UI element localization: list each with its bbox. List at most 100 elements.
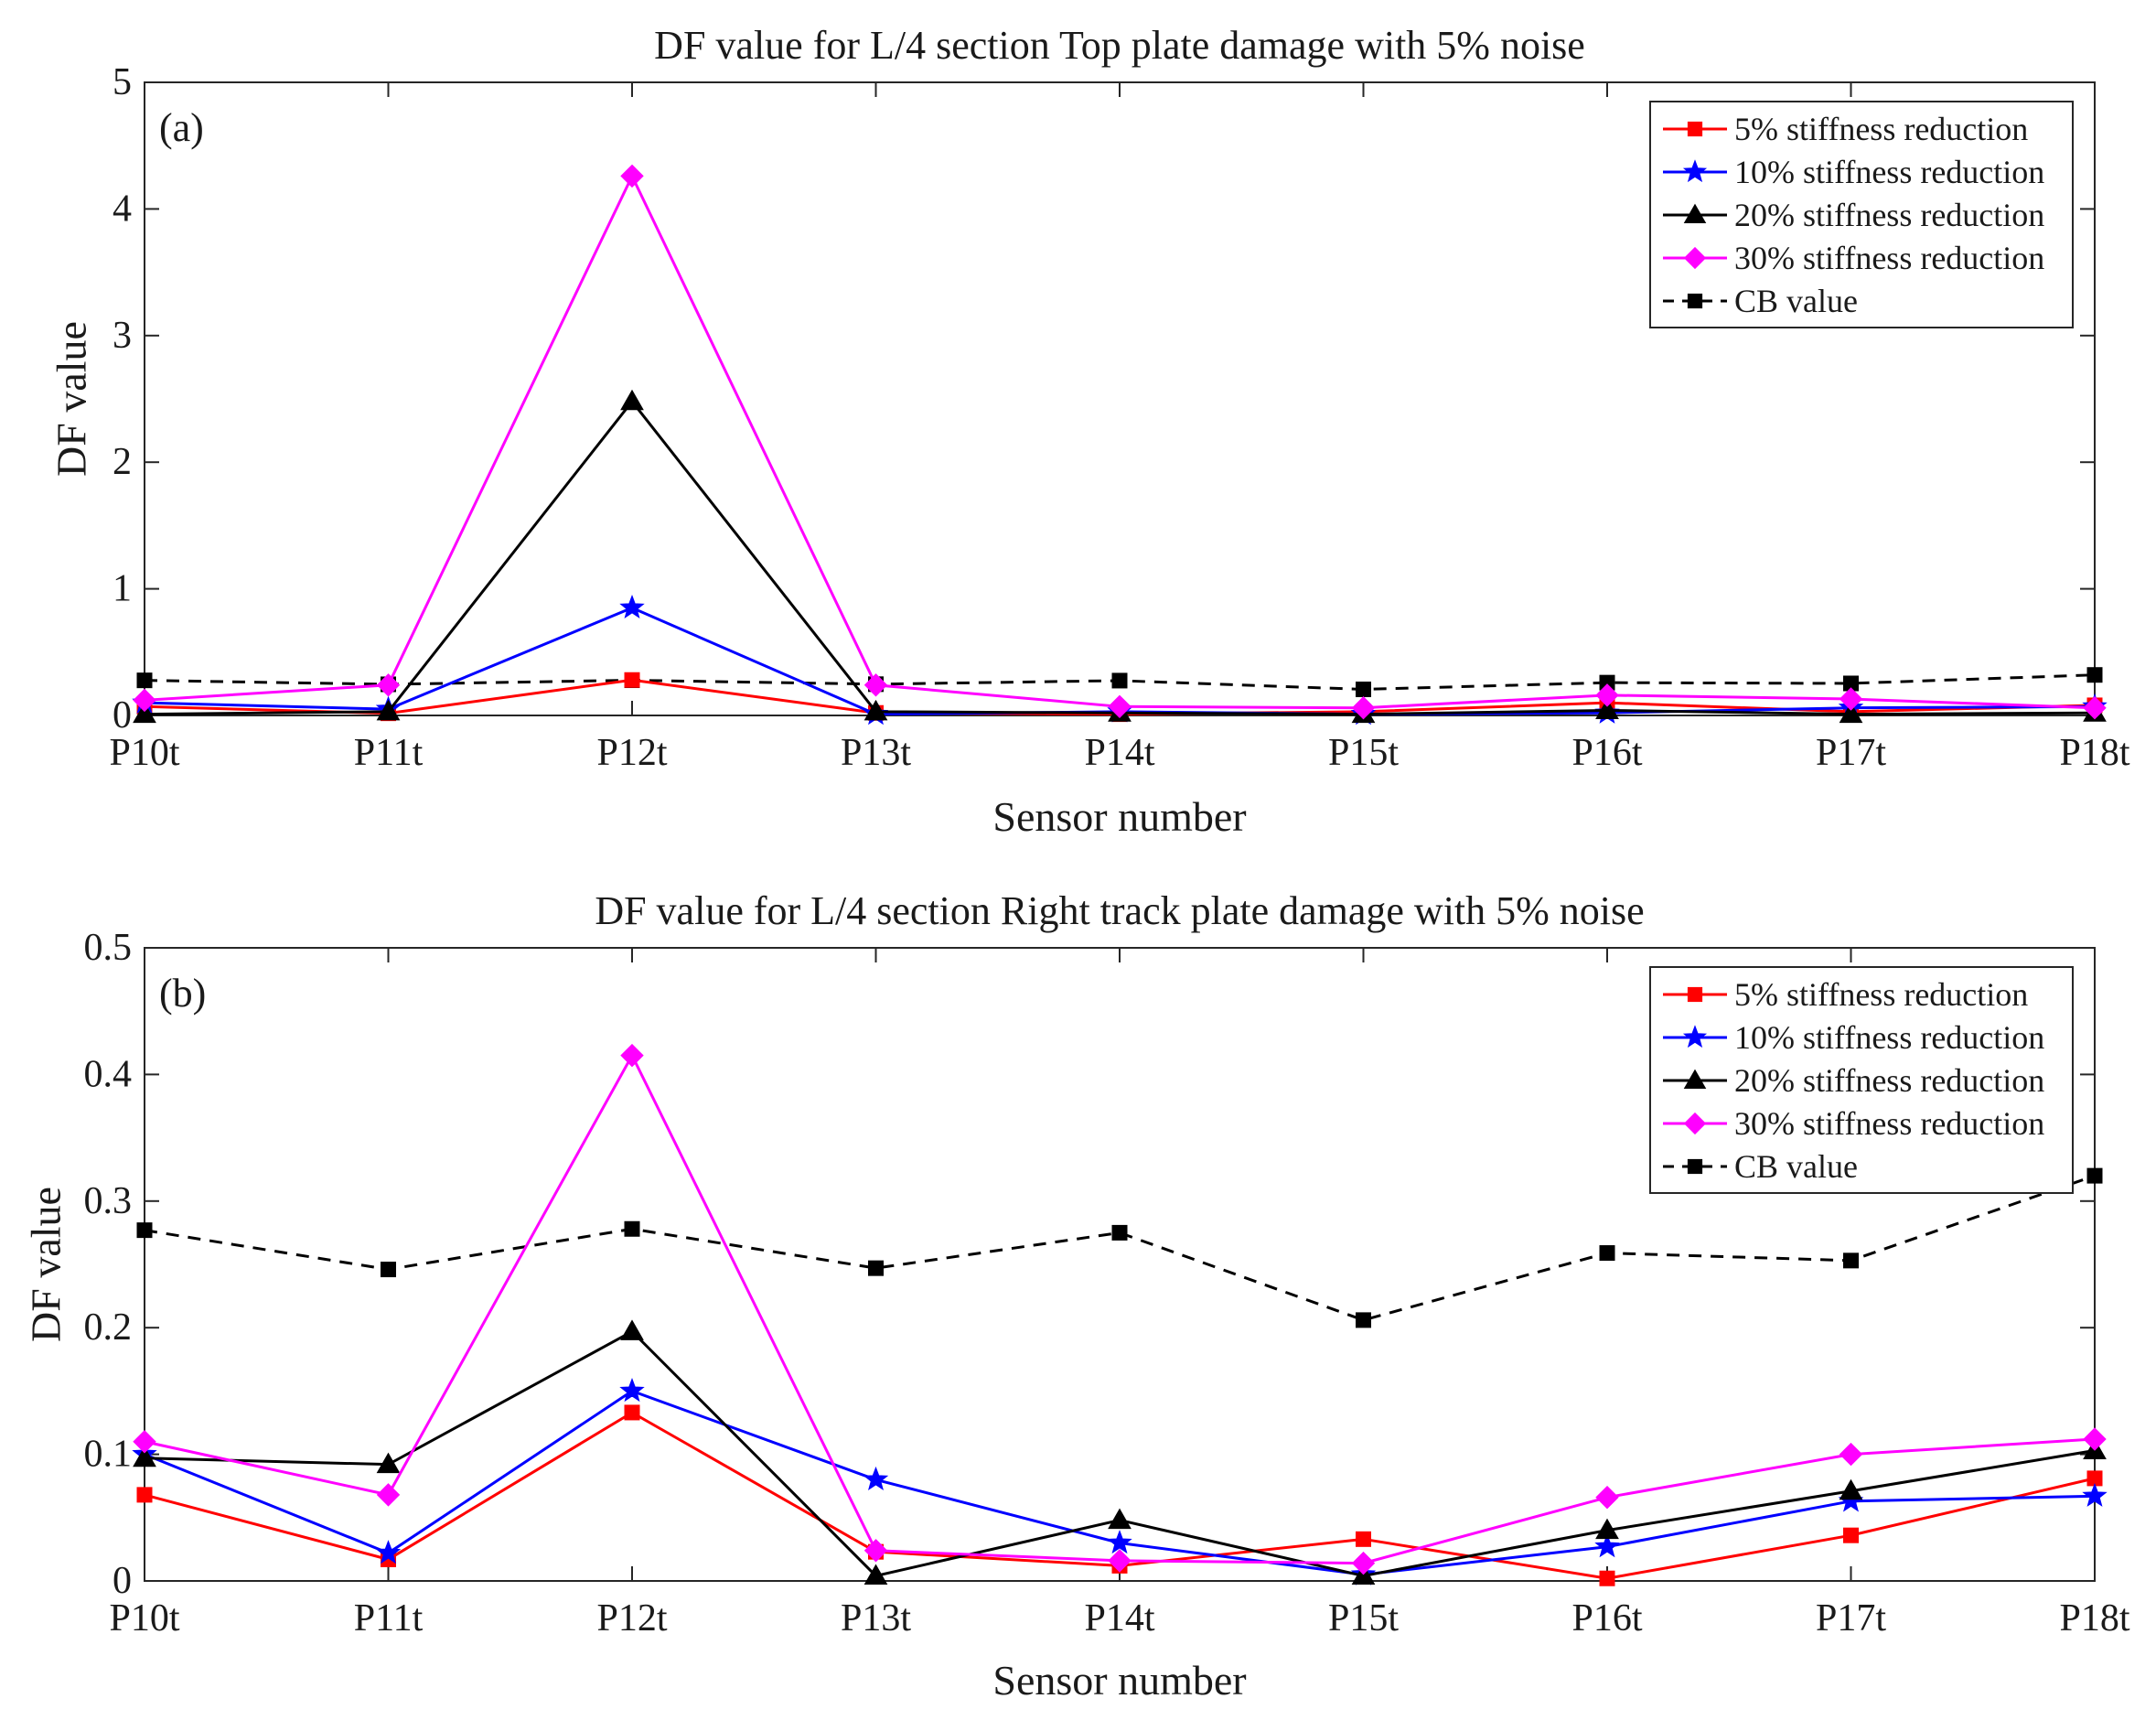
data-point [1594, 1533, 1620, 1558]
legend-item: 30% stiffness reduction [1663, 1105, 2044, 1142]
data-point [1839, 702, 1863, 724]
data-point [1599, 1570, 1615, 1586]
data-point [376, 673, 401, 697]
data-point [2082, 1482, 2108, 1507]
legend-item: 5% stiffness reduction [1663, 976, 2028, 1013]
x-tick-label: P18t [2059, 732, 2129, 774]
legend-item: 20% stiffness reduction [1663, 1062, 2044, 1099]
data-point [1108, 1549, 1132, 1573]
x-axis-label: Sensor number [992, 793, 1246, 840]
x-tick-label: P13t [841, 1597, 911, 1639]
legend: 5% stiffness reduction 10% stiffness redu… [1649, 101, 2074, 328]
legend-label: 10% stiffness reduction [1734, 154, 2044, 190]
series-cb-value [136, 1167, 2103, 1328]
data-point [2086, 667, 2103, 683]
data-point [133, 1446, 156, 1467]
data-point [2086, 1167, 2103, 1184]
data-point [1356, 681, 1371, 697]
legend-item: 30% stiffness reduction [1663, 240, 2044, 276]
legend-item: 10% stiffness reduction [1663, 154, 2044, 190]
data-point [1595, 1518, 1619, 1540]
panel-label: (a) [159, 105, 204, 150]
y-axis-label: DF value [23, 1187, 70, 1342]
legend-label: 5% stiffness reduction [1734, 976, 2028, 1013]
data-point [1111, 672, 1128, 689]
y-tick-label: 2 [113, 441, 132, 483]
y-tick-label: 4 [113, 188, 132, 230]
chart-title: DF value for L/4 section Top plate damag… [654, 23, 1585, 68]
data-point [1839, 1442, 1863, 1467]
x-tick-label: P11t [354, 732, 424, 774]
legend-label: 30% stiffness reduction [1734, 240, 2044, 276]
legend-label: CB value [1734, 283, 1858, 319]
y-tick-label: 0.1 [84, 1434, 133, 1476]
legend-label: 20% stiffness reduction [1734, 1062, 2044, 1099]
data-point [1356, 1531, 1371, 1547]
data-point [2083, 695, 2107, 720]
legend-label: 30% stiffness reduction [1734, 1105, 2044, 1142]
series-30-stiffness-reduction [133, 164, 2107, 720]
data-point [136, 672, 153, 689]
data-point [868, 1260, 884, 1276]
legend: 5% stiffness reduction 10% stiffness redu… [1649, 966, 2074, 1194]
data-point [624, 1404, 640, 1421]
y-tick-label: 0.2 [84, 1306, 133, 1349]
data-point [863, 699, 888, 721]
y-tick-label: 0.3 [84, 1180, 133, 1222]
data-point [376, 1483, 401, 1507]
y-tick-label: 0 [113, 1560, 132, 1602]
legend-item: CB value [1663, 283, 1858, 319]
data-point [1595, 1485, 1619, 1510]
data-point [863, 673, 888, 697]
data-point [1683, 203, 1707, 224]
data-point [1595, 683, 1619, 707]
data-point [1351, 1551, 1376, 1575]
data-point [2083, 1427, 2107, 1451]
data-point [133, 1430, 156, 1454]
data-point [376, 699, 401, 721]
data-point [620, 1043, 644, 1068]
data-point [624, 1220, 640, 1237]
y-tick-label: 0 [113, 694, 132, 736]
series-line [144, 399, 2096, 716]
x-tick-label: P17t [1816, 732, 1886, 774]
data-point [1683, 246, 1707, 270]
x-tick-label: P16t [1571, 732, 1642, 774]
data-point [1108, 694, 1132, 719]
chart-title: DF value for L/4 section Right track pla… [595, 888, 1644, 933]
data-point [1687, 986, 1703, 1003]
series-10-stiffness-reduction [132, 1377, 2108, 1586]
x-tick-label: P12t [596, 1597, 667, 1639]
y-tick-label: 5 [113, 61, 132, 103]
data-point [1351, 695, 1376, 720]
data-point [1687, 293, 1703, 309]
y-tick-label: 0.5 [84, 927, 133, 969]
data-point [863, 1539, 888, 1563]
data-point [624, 672, 640, 688]
data-point [1839, 687, 1863, 711]
data-point [1687, 1158, 1703, 1175]
data-point [381, 1262, 396, 1278]
x-tick-label: P17t [1816, 1597, 1886, 1639]
data-point [1682, 159, 1708, 183]
data-point [133, 688, 156, 713]
data-point [1682, 1025, 1708, 1048]
y-tick-label: 0.4 [84, 1053, 133, 1095]
data-point [1687, 121, 1703, 137]
x-tick-label: P13t [841, 732, 911, 774]
x-tick-label: P14t [1084, 1597, 1154, 1639]
data-point [620, 389, 644, 411]
series-20-stiffness-reduction [133, 389, 2107, 724]
data-point [863, 1466, 889, 1490]
panel-label: (b) [159, 971, 206, 1016]
data-point [620, 1319, 644, 1340]
legend-label: CB value [1734, 1148, 1858, 1185]
chart-panel-a: DF value for L/4 section Top plate damag… [48, 23, 2130, 840]
y-axis-label: DF value [48, 321, 95, 477]
legend-item: 10% stiffness reduction [1663, 1019, 2044, 1056]
data-point [1356, 1312, 1371, 1328]
data-point [1107, 1530, 1132, 1554]
data-point [376, 1452, 401, 1474]
chart-panel-b: DF value for L/4 section Right track pla… [23, 888, 2130, 1704]
data-point [620, 164, 644, 188]
